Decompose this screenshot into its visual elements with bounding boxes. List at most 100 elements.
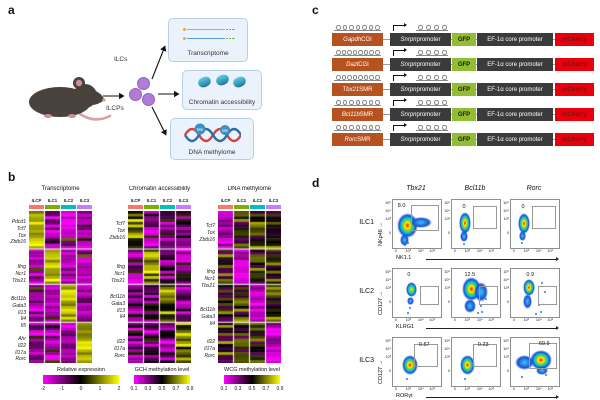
x-axis-arrow [426, 327, 556, 329]
heatmap-column-colorbar [250, 205, 265, 209]
heatmap-canvas [29, 211, 92, 363]
heatmap-column-label: ILCP [31, 198, 42, 203]
cpg-lollipop-baseline [416, 130, 448, 131]
flow-event-dot [484, 297, 487, 300]
flow-density-blob [517, 213, 531, 234]
x-axis-tick: 10⁴ [417, 317, 424, 322]
x-axis-tick: 10⁵ [429, 386, 436, 391]
heatmap-column-label: ILC2 [63, 198, 74, 203]
cpg-lollipop-icon [358, 50, 363, 55]
panel-d-flow-cytometry: Tbx21 Bcl11b Rorc ILC1 NKp46 → NK1.1 10⁵ 10⁴ 10³… [330, 170, 600, 400]
cpg-lollipop-icon [352, 75, 358, 80]
heatmap-column-label: ILC3 [268, 198, 279, 203]
chromatin-label: Chromatin accessibility [188, 98, 256, 106]
flow-density-blob [514, 355, 535, 370]
ef1a-promoter-box: EF-1α core promoter [477, 33, 553, 46]
y-axis-tick: 10⁴ [385, 277, 391, 282]
flow-gate-value: 0.23 [477, 341, 489, 348]
flow-gate [532, 205, 557, 229]
insert-box: Dazl CGI [332, 58, 383, 71]
flow-plot: 0 [510, 199, 560, 249]
x-axis-tick: 10⁵ [547, 317, 554, 322]
flow-gate [414, 343, 439, 367]
flow-row-label: ILC3 [359, 357, 374, 364]
flow-event-dot [409, 307, 412, 310]
mcherry-box: mCherry [555, 108, 594, 121]
heatmap-column-label: ILC2 [252, 198, 263, 203]
flow-gate-value: 12.5 [464, 271, 476, 278]
legend-title: GCH methylation level [134, 367, 190, 373]
gene-label: Tox [117, 227, 125, 234]
x-axis-tick: 0 [394, 386, 397, 391]
cpg-lollipop-icon [375, 100, 380, 105]
x-axis-tick: 10³ [464, 248, 471, 253]
gene-label: Ifng [206, 269, 215, 275]
gene-label: Il4 [20, 316, 26, 323]
x-axis-tick: 0 [512, 248, 515, 253]
gene-label: Il4 [119, 314, 125, 321]
flow-gate-value: 0 [462, 203, 466, 210]
flow-row-label: ILC1 [359, 219, 374, 226]
cpg-lollipop-icon [426, 25, 431, 30]
cpg-lollipop-baseline [334, 130, 381, 131]
x-axis-arrowhead-icon [556, 325, 559, 330]
cpg-lollipop-icon [336, 100, 341, 105]
flow-density-blob [410, 217, 433, 228]
y-axis-tick: 0 [388, 368, 391, 373]
x-axis-tick: 10³ [464, 386, 471, 391]
y-axis-tick: 10³ [385, 217, 392, 222]
tss-arrow [393, 50, 404, 51]
flow-column-title: Rorc [526, 185, 542, 192]
heatmap-title: Chromatin accessibility [128, 186, 191, 192]
y-axis-tick: 10³ [503, 286, 510, 291]
cpg-lollipop-icon [434, 50, 439, 55]
cpg-lollipop-icon [355, 25, 360, 30]
gfp-box: GFP [452, 83, 476, 96]
tss-arrow [393, 125, 404, 126]
gene-label: Il22 [206, 339, 215, 345]
gene-label: Ncr1 [114, 270, 125, 277]
gene-label: Ifng [17, 264, 26, 270]
y-axis-tick: 10³ [385, 355, 392, 360]
legend-title: Relative expression [57, 367, 105, 373]
gfp-box: GFP [452, 108, 476, 121]
flow-density-blob [518, 230, 527, 242]
gene-label: Rorc [204, 352, 215, 359]
flow-density-blob [523, 293, 533, 310]
cpg-lollipop-icon [369, 50, 374, 55]
cpg-lollipop-icon [349, 25, 354, 30]
cpg-lollipop-icon [363, 75, 369, 80]
cpg-lollipop-icon [368, 100, 373, 105]
gfp-box: GFP [452, 58, 476, 71]
flow-plot: 0.23 [451, 337, 501, 387]
cpg-lollipop-icon [362, 100, 367, 105]
cpg-lollipop-icon [342, 25, 347, 30]
cpg-lollipop-icon [362, 25, 367, 30]
insert-box: Tbx21 SMR [332, 83, 383, 96]
x-axis-label: RORγt [396, 393, 413, 399]
cpg-lollipop-icon [368, 25, 373, 30]
ilcs-label: ILCs [114, 56, 128, 63]
flow-event-dot [543, 291, 546, 294]
x-axis-tick: 10⁴ [535, 386, 542, 391]
x-axis-tick: 0 [512, 317, 515, 322]
flow-density-blob [464, 298, 476, 314]
flow-plot: 12.5 [451, 268, 501, 318]
flow-event-dot [464, 378, 467, 381]
y-axis-tick: 10⁵ [385, 338, 391, 343]
mcherry-box: mCherry [555, 133, 594, 146]
flow-event-dot [476, 312, 479, 315]
x-axis-arrow [426, 396, 556, 398]
flow-density-blob [458, 212, 472, 234]
x-axis-tick: 10⁴ [476, 248, 483, 253]
legend-tick: 0.1 [220, 386, 228, 392]
flow-gate-value: 0 [521, 203, 525, 210]
y-axis-tick: 10⁵ [444, 269, 450, 274]
cpg-lollipop-icon [369, 75, 374, 80]
cpg-lollipop-baseline [334, 30, 381, 31]
gene-label: Zbtb16 [10, 239, 26, 246]
cpg-lollipop-icon [434, 25, 439, 30]
cpg-lollipop-baseline [416, 30, 448, 31]
snrpn-promoter-box: Snrpn promoter [390, 108, 451, 121]
gene-label: Tcf7 [205, 223, 215, 229]
